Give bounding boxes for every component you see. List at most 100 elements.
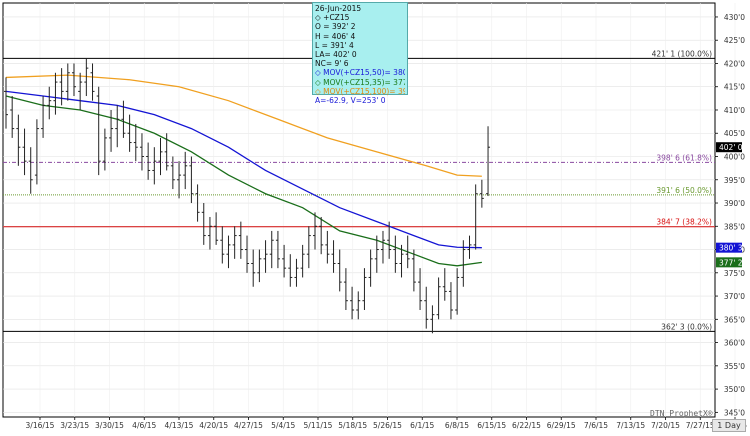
- x-tick-label: 6/15/15: [477, 421, 506, 430]
- price-bar: [4, 77, 8, 129]
- y-tick-label: 405'0: [724, 129, 745, 138]
- x-tick-label: 7/13/15: [616, 421, 645, 430]
- price-tag: 380' 3: [716, 242, 743, 253]
- x-tick-label: 6/29/15: [547, 421, 576, 430]
- price-tag-box: [716, 242, 742, 253]
- price-bar: [300, 244, 305, 278]
- price-tag-box: [716, 142, 742, 153]
- fib-label: 421' 1 (100.0%): [652, 49, 712, 58]
- price-bar: [418, 268, 423, 311]
- price-tag-box: [716, 257, 742, 268]
- y-tick-label: 395'0: [724, 176, 745, 185]
- y-tick-label: 400'0: [724, 153, 745, 162]
- diamond-icon: ◇: [315, 13, 324, 23]
- price-bar: [356, 291, 361, 320]
- price-bar: [152, 147, 157, 185]
- price-tags: 402' 0 380' 3 377' 2: [716, 142, 743, 268]
- price-bar: [109, 109, 114, 152]
- price-bar: [473, 184, 478, 250]
- x-tick-label: 3/30/15: [95, 421, 124, 430]
- price-bar: [362, 268, 367, 311]
- price-bar: [306, 226, 311, 269]
- price-bar: [16, 114, 21, 166]
- x-tick-label: 4/6/15: [132, 421, 156, 430]
- ma-line: [5, 74, 482, 177]
- price-bar: [34, 119, 39, 185]
- price-bar: [133, 123, 138, 162]
- price-bar: [343, 268, 348, 311]
- x-tick-label: 6/22/15: [512, 421, 541, 430]
- x-tick-label: 6/8/15: [445, 421, 469, 430]
- x-tick-label: 7/6/15: [584, 421, 608, 430]
- y-tick-label: 410'0: [724, 106, 745, 115]
- price-bar: [448, 282, 453, 320]
- price-bar: [319, 216, 324, 255]
- x-tick-label: 7/27/15: [686, 421, 715, 430]
- price-bar: [393, 235, 398, 273]
- price-bar: [96, 86, 101, 176]
- price-bar: [238, 221, 243, 259]
- price-bar: [220, 226, 225, 264]
- fib-label: 391' 6 (50.0%): [656, 186, 712, 195]
- period-button[interactable]: 1 Day: [712, 419, 746, 432]
- info-low: L = 391' 4: [315, 40, 354, 50]
- info-ma35: ◇ MOV(+CZ15,35)= 377' 2: [315, 77, 405, 87]
- x-tick-label: 3/16/15: [26, 421, 55, 430]
- price-bar: [461, 240, 466, 287]
- price-bar: [102, 128, 107, 171]
- price-bar: [183, 151, 188, 190]
- y-tick-label: 420'0: [724, 59, 745, 68]
- price-bar: [424, 286, 429, 329]
- price-bar: [245, 235, 250, 273]
- price-bar: [288, 254, 293, 287]
- x-tick-label: 6/1/15: [410, 421, 434, 430]
- x-tick-label: 5/26/15: [373, 421, 402, 430]
- info-ma50: ◇ MOV(+CZ15,50)= 380' 3: [315, 68, 405, 78]
- price-tag: 377' 2: [716, 257, 743, 268]
- x-tick-label: 5/18/15: [338, 421, 367, 430]
- price-bar: [368, 249, 373, 287]
- price-bar: [41, 96, 46, 138]
- price-bar: [263, 240, 268, 273]
- price-tag-label: 380' 3: [719, 244, 743, 253]
- price-bar: [71, 63, 76, 97]
- y-tick-label: 355'0: [724, 362, 745, 371]
- y-tick-label: 375'0: [724, 269, 745, 278]
- y-tick-label: 345'0: [724, 408, 745, 417]
- price-bar: [115, 105, 120, 148]
- price-bar: [170, 156, 175, 190]
- diamond-icon: ◇: [315, 77, 324, 87]
- ma-line: [5, 95, 482, 267]
- price-bar: [479, 179, 484, 208]
- y-tick-label: 415'0: [724, 83, 745, 92]
- info-symbol: ◇ +CZ15: [315, 13, 350, 23]
- x-tick-label: 4/27/15: [234, 421, 263, 430]
- info-av: A=-62.9, V=253' 0: [315, 96, 386, 106]
- moving-averages: [5, 74, 482, 267]
- price-bar: [10, 96, 15, 138]
- y-tick-label: 425'0: [724, 36, 745, 45]
- price-bar: [399, 244, 404, 278]
- price-bar: [486, 126, 491, 197]
- price-bar: [325, 230, 330, 264]
- price-bar: [455, 268, 460, 315]
- price-bar: [374, 235, 379, 273]
- price-bar: [226, 235, 231, 269]
- diamond-icon: ◇: [315, 68, 324, 78]
- info-ma100: ◇ MOV(+CZ15,100)= 395' 6: [315, 86, 405, 96]
- price-bar: [313, 212, 317, 250]
- x-tick-label: 5/4/15: [271, 421, 295, 430]
- x-tick-label: 5/11/15: [304, 421, 333, 430]
- price-bar: [59, 68, 64, 106]
- price-bar: [269, 230, 274, 269]
- price-bar: [294, 258, 299, 287]
- price-bar: [127, 114, 132, 152]
- price-bar: [411, 249, 416, 292]
- price-bar: [84, 58, 89, 97]
- price-bar: [337, 249, 342, 292]
- price-bar: [387, 221, 392, 259]
- ma-line: [5, 90, 482, 249]
- price-bar: [232, 226, 237, 259]
- price-bar: [214, 212, 219, 245]
